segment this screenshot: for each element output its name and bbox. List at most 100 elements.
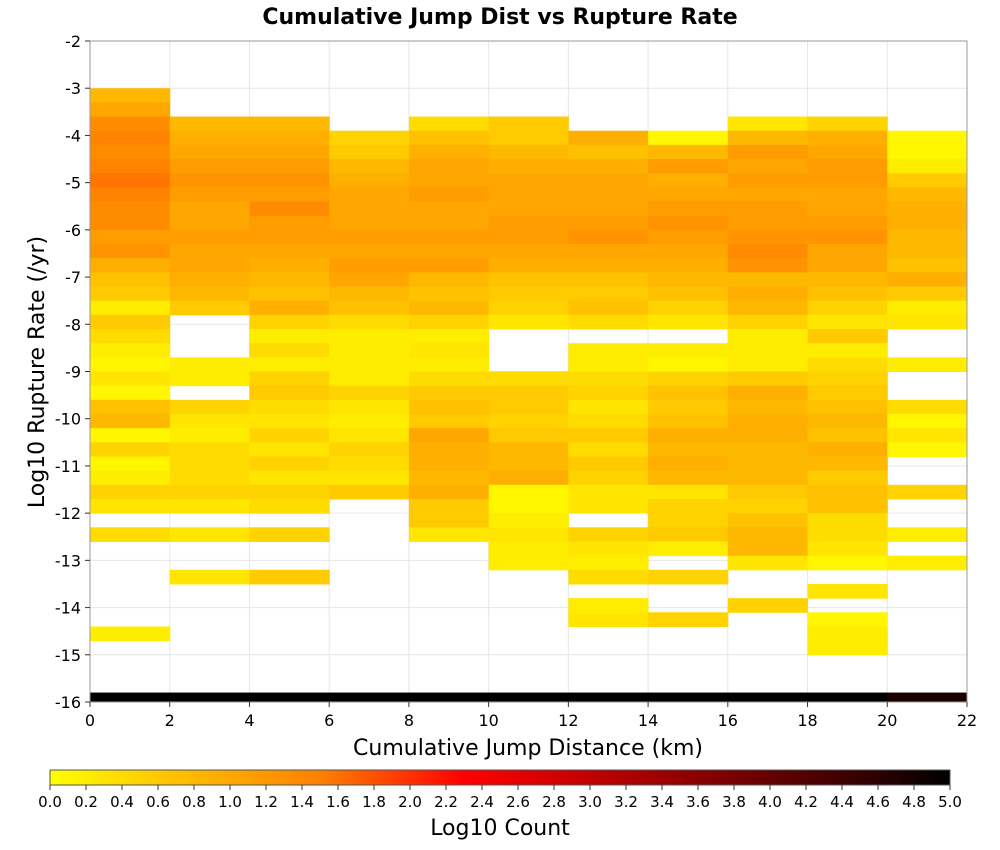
heatmap-cell [727,527,809,542]
y-tick-label: -13 [55,551,81,570]
heatmap-cell [807,413,888,429]
colorbar-tick-label: 1.6 [326,793,350,811]
heatmap-cell [249,692,330,703]
heatmap-cell [648,159,729,174]
heatmap-cell [169,357,250,372]
heatmap-cell [408,413,490,429]
heatmap-cell [408,201,490,217]
heatmap-cell [887,272,968,288]
heatmap-cell [648,541,729,557]
heatmap-cell [807,357,888,372]
heatmap-cell [488,215,569,231]
colorbar-tick-label: 3.6 [686,793,710,811]
heatmap-cell [727,399,809,415]
heatmap-cell [408,173,490,188]
heatmap-cell [90,314,171,330]
heatmap-cell [807,272,888,288]
heatmap-cell [807,541,888,557]
heatmap-cell [488,144,569,160]
heatmap-cell [169,286,250,302]
heatmap-cell [249,173,330,188]
heatmap-cell [249,569,330,585]
heatmap-cell [648,371,729,387]
heatmap-cell [329,371,410,387]
heatmap-cell [807,286,888,302]
heatmap-cell [329,456,410,472]
heatmap-cell [648,569,729,585]
heatmap-cell [727,598,809,613]
heatmap-cell [648,484,729,500]
heatmap-cell [568,555,649,571]
heatmap-cell [329,357,410,372]
heatmap-cell [648,527,729,542]
heatmap-cell [329,692,410,703]
heatmap-cell [90,229,171,245]
heatmap-cell [90,187,171,203]
heatmap-cell [568,286,649,302]
heatmap-cell [329,329,410,344]
heatmap-cell [807,692,888,703]
heatmap-cell [568,456,649,472]
heatmap-cell [329,144,410,160]
heatmap-cell [887,314,968,330]
heatmap-cell [727,428,809,443]
heatmap-cell [568,258,649,273]
heatmap-cell [727,456,809,472]
heatmap-cell [488,498,569,514]
colorbar-tick-label: 3.4 [650,793,674,811]
heatmap-cell [408,484,490,500]
heatmap-cell [648,173,729,188]
colorbar-tick-label: 4.4 [830,793,854,811]
heatmap-cell [329,173,410,188]
heatmap-cell [727,413,809,429]
heatmap-cell [488,286,569,302]
heatmap-cell [807,470,888,486]
heatmap-cell [90,692,171,703]
heatmap-cell [249,399,330,415]
heatmap-cell [568,470,649,486]
heatmap-cell [329,484,410,500]
heatmap-cell [249,371,330,387]
heatmap-cell [408,229,490,245]
heatmap-cell [90,272,171,288]
heatmap-cell [488,385,569,401]
heatmap-cell [648,272,729,288]
x-tick-label: 22 [957,711,977,730]
heatmap-cell [887,484,968,500]
heatmap-cell [408,527,490,542]
heatmap-cell [408,456,490,472]
heatmap-cell [807,116,888,132]
x-tick-label: 2 [165,711,175,730]
heatmap-cell [727,187,809,203]
x-tick-label: 6 [324,711,334,730]
heatmap-cell [249,159,330,174]
heatmap-cell [488,300,569,316]
heatmap-cell [90,371,171,387]
heatmap-cell [329,385,410,401]
heatmap-cell [568,385,649,401]
heatmap-cell [807,314,888,330]
heatmap-cell [568,272,649,288]
heatmap-cell [727,371,809,387]
heatmap-cell [169,484,250,500]
heatmap-cell [249,300,330,316]
heatmap-cell [90,357,171,372]
heatmap-cell [408,215,490,231]
heatmap-cell [727,555,809,571]
heatmap-cell [249,343,330,358]
y-tick-label: -12 [55,504,81,523]
heatmap-cell [488,442,569,457]
heatmap-cell [648,498,729,514]
heatmap-cell [727,692,809,703]
x-tick-label: 16 [718,711,738,730]
heatmap-cell [169,229,250,245]
y-tick-label: -14 [55,599,81,618]
colorbar-tick-label: 0.2 [74,793,98,811]
heatmap-cell [488,272,569,288]
heatmap-cell [488,159,569,174]
heatmap-cell [727,513,809,528]
heatmap-cell [568,201,649,217]
heatmap-cell [727,244,809,259]
heatmap-cell [727,541,809,557]
